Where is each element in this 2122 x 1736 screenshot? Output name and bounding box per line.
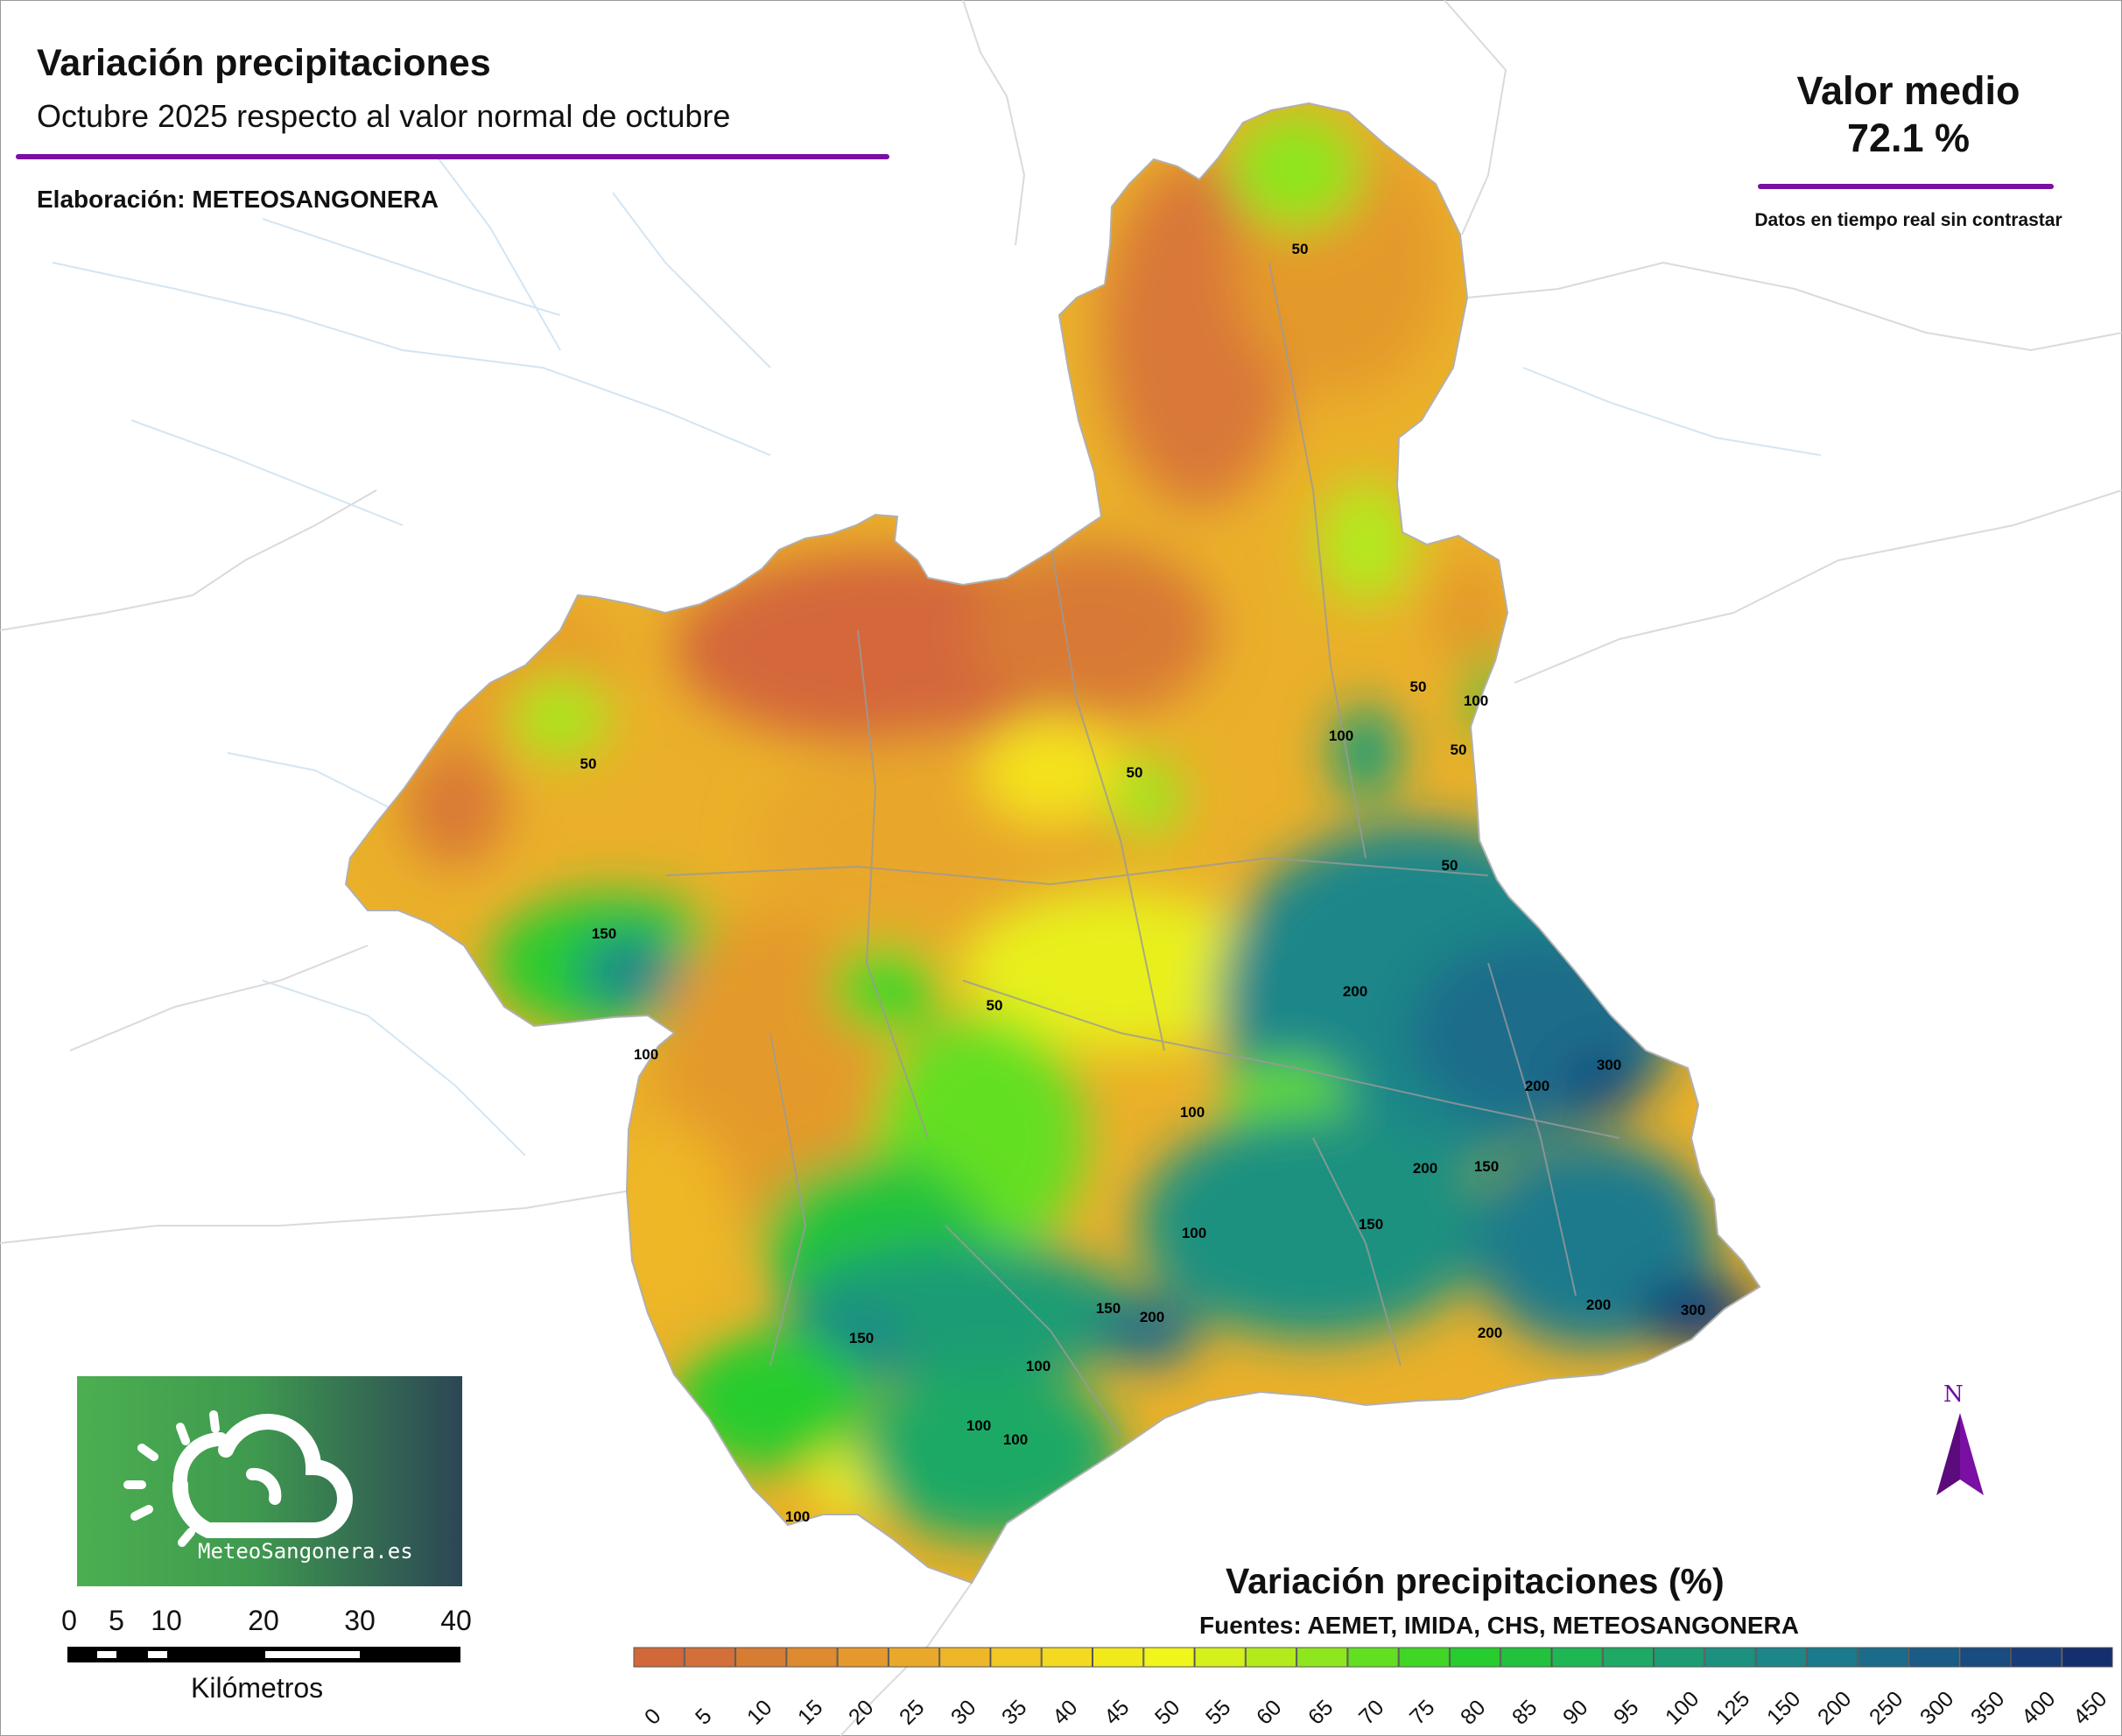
- legend-swatch: [1959, 1647, 2011, 1668]
- title-underline: [16, 154, 889, 159]
- mean-underline: [1758, 184, 2054, 189]
- contour-label: 100: [966, 1417, 991, 1434]
- legend-swatch: [1398, 1647, 1450, 1668]
- legend-swatch: [1755, 1647, 1807, 1668]
- scale-tick: 0: [61, 1605, 77, 1636]
- legend-swatch: [735, 1647, 787, 1668]
- legend-swatch: [1449, 1647, 1501, 1668]
- legend-swatch: [837, 1647, 889, 1668]
- scale-tick: 10: [151, 1605, 182, 1636]
- contour-label: 150: [1474, 1158, 1499, 1175]
- legend-swatch: [2010, 1647, 2062, 1668]
- legend-swatch: [1245, 1647, 1297, 1668]
- contour-label: 300: [1681, 1302, 1705, 1318]
- legend-swatch: [1143, 1647, 1195, 1668]
- scale-tick: 5: [109, 1605, 124, 1636]
- logo-text: MeteoSangonera.es: [198, 1539, 413, 1564]
- contour-label: 50: [987, 997, 1003, 1014]
- mean-value-label: Valor medio: [1796, 68, 2020, 113]
- legend-swatch: [786, 1647, 838, 1668]
- contour-label: 300: [1597, 1057, 1621, 1073]
- contour-label: 100: [1026, 1358, 1050, 1374]
- legend-swatch: [990, 1647, 1042, 1668]
- contour-label: 150: [1096, 1300, 1121, 1317]
- contour-label: 150: [592, 925, 616, 942]
- scale-ticks: 0 5 10 20 30 40: [0, 1605, 525, 1640]
- data-note: Datos en tiempo real sin contrastar: [1754, 210, 2062, 230]
- legend-swatch: [1194, 1647, 1246, 1668]
- legend-swatch: [1551, 1647, 1603, 1668]
- contour-label: 100: [785, 1508, 810, 1525]
- contour-label: 50: [1127, 764, 1143, 781]
- mean-value: 72.1 %: [1846, 116, 1971, 160]
- contour-label: 200: [1525, 1078, 1549, 1094]
- contour-label: 100: [1180, 1104, 1205, 1121]
- map-title: Variación precipitaciones: [37, 42, 491, 84]
- contour-label: 50: [1410, 678, 1427, 695]
- contour-label: 100: [634, 1046, 658, 1063]
- contour-label: 100: [1329, 727, 1353, 744]
- contour-label: 50: [1451, 741, 1467, 758]
- legend-swatch: [684, 1647, 736, 1668]
- scale-tick: 30: [344, 1605, 376, 1636]
- contour-label: 150: [1359, 1216, 1383, 1233]
- legend-swatch: [1908, 1647, 1960, 1668]
- map-subtitle: Octubre 2025 respecto al valor normal de…: [37, 98, 731, 134]
- legend-swatch: [888, 1647, 940, 1668]
- north-arrow-icon: [1936, 1413, 1984, 1495]
- legend-title: Variación precipitaciones (%): [1226, 1561, 1725, 1601]
- contour-label: 200: [1478, 1325, 1502, 1341]
- scale-unit: Kilómetros: [191, 1672, 324, 1704]
- legend-swatch: [1347, 1647, 1399, 1668]
- legend-swatch: [939, 1647, 991, 1668]
- north-label: N: [1943, 1381, 1964, 1408]
- meteosangonera-logo: MeteoSangonera.es: [77, 1376, 462, 1586]
- legend-swatch: [1296, 1647, 1348, 1668]
- contour-label: 100: [1182, 1225, 1206, 1241]
- legend-swatch: [1704, 1647, 1756, 1668]
- contour-label: 100: [1464, 692, 1488, 709]
- legend-swatch: [1041, 1647, 1093, 1668]
- scale-bar: [67, 1647, 460, 1662]
- legend-swatch: [1602, 1647, 1654, 1668]
- legend-swatch: [2062, 1647, 2113, 1668]
- legend-sources: Fuentes: AEMET, IMIDA, CHS, METEOSANGONE…: [1199, 1612, 1800, 1639]
- contour-label: 50: [580, 756, 597, 772]
- legend-swatch: [1858, 1647, 1909, 1668]
- legend-swatch: [1654, 1647, 1705, 1668]
- legend-swatch: [1806, 1647, 1859, 1668]
- legend-swatch: [1500, 1647, 1552, 1668]
- legend-color-bar: [633, 1647, 2113, 1668]
- scale-tick: 40: [440, 1605, 472, 1636]
- contour-label: 100: [1003, 1431, 1028, 1448]
- contour-label: 200: [1343, 983, 1367, 1000]
- credit-text: Elaboración: METEOSANGONERA: [37, 186, 439, 213]
- contour-label: 150: [849, 1330, 874, 1346]
- contour-label: 200: [1586, 1297, 1611, 1313]
- contour-label: 200: [1140, 1309, 1164, 1325]
- contour-label: 50: [1292, 241, 1309, 257]
- sun-cloud-icon: [123, 1410, 353, 1547]
- legend-swatch: [633, 1647, 685, 1668]
- contour-label: 200: [1413, 1160, 1437, 1177]
- scale-tick: 20: [248, 1605, 279, 1636]
- contour-label: 50: [1442, 857, 1458, 874]
- legend-swatch: [1093, 1647, 1144, 1668]
